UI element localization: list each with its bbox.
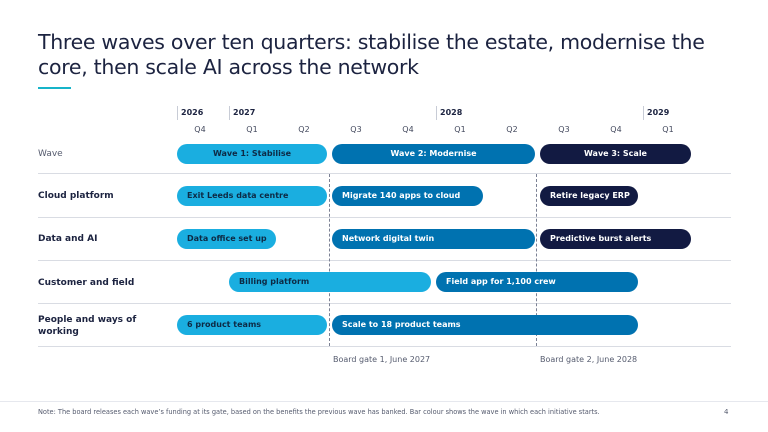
board-gate-1-line <box>329 174 330 346</box>
quarter-label: Q3 <box>558 125 570 134</box>
initiative-bar: Retire legacy ERP <box>540 186 638 206</box>
wave-2-bar: Wave 2: Modernise <box>332 144 535 164</box>
wave-3-bar: Wave 3: Scale <box>540 144 691 164</box>
row-label-people-and-ways-of-working: People and ways of working <box>38 315 137 337</box>
year-tick-2026 <box>177 106 178 120</box>
row-divider <box>38 173 731 174</box>
year-label: 2026 <box>181 108 204 117</box>
board-gate-2-label: Board gate 2, June 2028 <box>540 355 638 364</box>
year-label: 2029 <box>647 108 670 117</box>
year-tick-2029 <box>643 106 644 120</box>
initiative-bar: Network digital twin <box>332 229 535 249</box>
initiative-bar: Predictive burst alerts <box>540 229 691 249</box>
page-number: 4 <box>724 408 729 416</box>
quarter-label: Q3 <box>350 125 362 134</box>
initiative-bar: Billing platform <box>229 272 431 292</box>
row-divider <box>38 303 731 304</box>
row-label-customer-and-field: Customer and field <box>38 278 135 288</box>
quarter-label: Q4 <box>610 125 622 134</box>
title-accent-rule <box>38 87 71 89</box>
wave-1-bar: Wave 1: Stabilise <box>177 144 327 164</box>
row-divider <box>38 346 731 347</box>
quarter-label: Q1 <box>662 125 674 134</box>
initiative-bar: Scale to 18 product teams <box>332 315 638 335</box>
quarter-label: Q2 <box>298 125 310 134</box>
slide-title: Three waves over ten quarters: stabilise… <box>38 30 705 79</box>
year-tick-2027 <box>229 106 230 120</box>
row-label-wave: Wave <box>38 149 63 159</box>
row-divider <box>38 260 731 261</box>
quarter-label: Q4 <box>402 125 414 134</box>
initiative-bar: 6 product teams <box>177 315 327 335</box>
year-label: 2028 <box>440 108 463 117</box>
initiative-bar: Migrate 140 apps to cloud <box>332 186 483 206</box>
row-label-cloud-platform: Cloud platform <box>38 191 114 201</box>
initiative-bar: Field app for 1,100 crew <box>436 272 638 292</box>
row-divider <box>38 217 731 218</box>
year-tick-2028 <box>436 106 437 120</box>
initiative-bar: Data office set up <box>177 229 276 249</box>
initiative-bar: Exit Leeds data centre <box>177 186 327 206</box>
quarter-label: Q4 <box>194 125 206 134</box>
board-gate-1-label: Board gate 1, June 2027 <box>333 355 431 364</box>
footer-rule <box>0 401 768 402</box>
row-label-data-and-ai: Data and AI <box>38 234 98 244</box>
quarter-label: Q2 <box>506 125 518 134</box>
board-gate-2-line <box>536 174 537 346</box>
footnote: Note: The board releases each wave’s fun… <box>38 408 600 416</box>
year-label: 2027 <box>233 108 256 117</box>
quarter-label: Q1 <box>246 125 258 134</box>
quarter-label: Q1 <box>454 125 466 134</box>
